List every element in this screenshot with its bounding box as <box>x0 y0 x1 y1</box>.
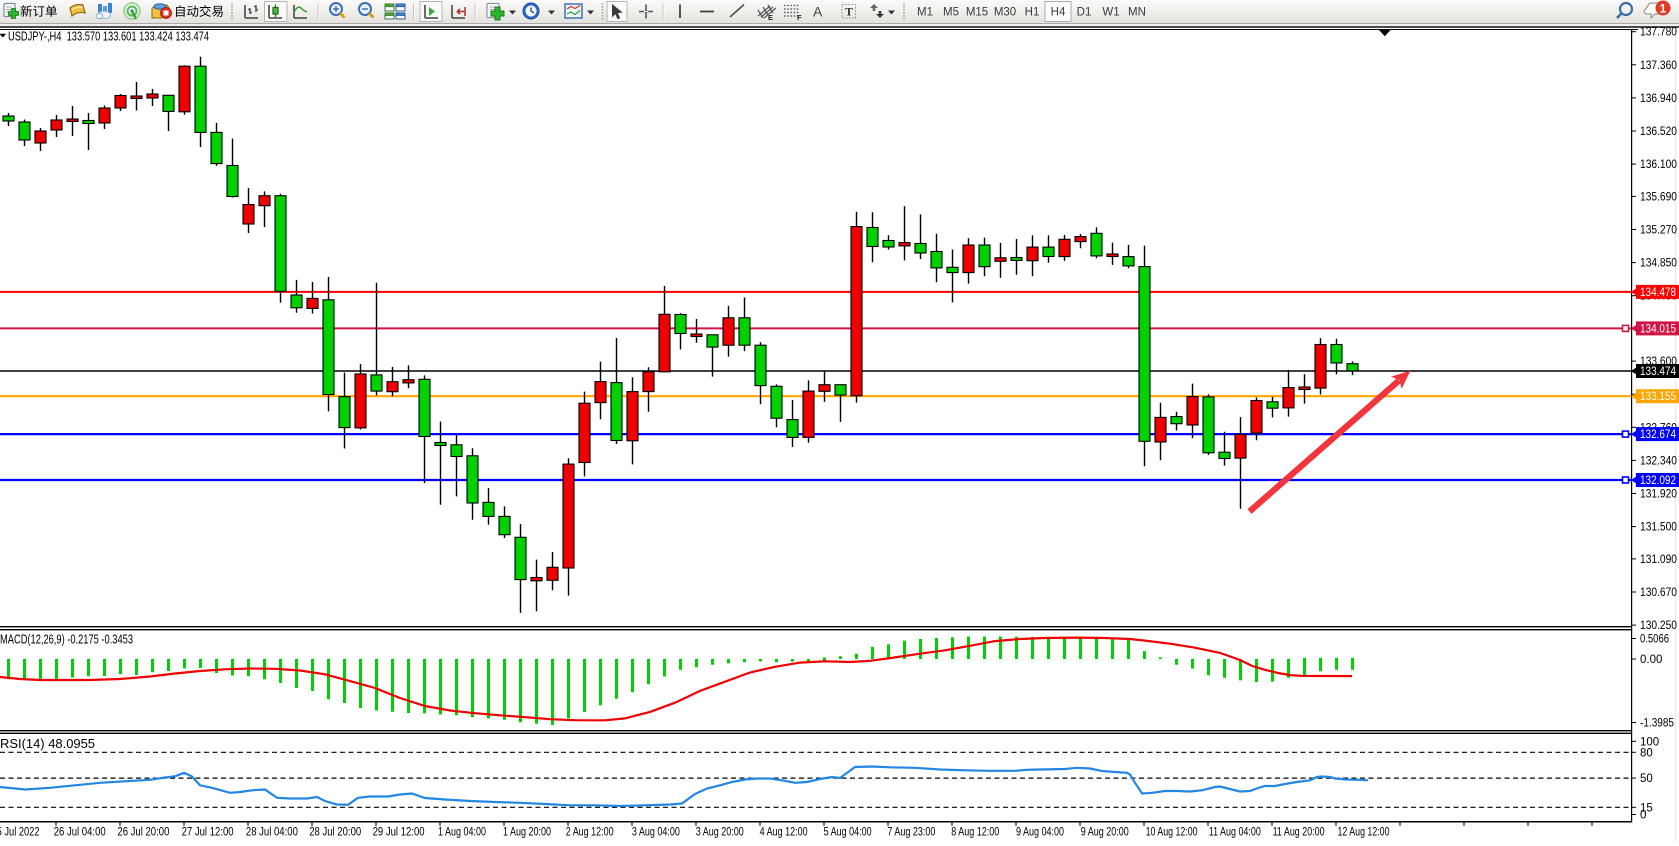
svg-text:0.5066: 0.5066 <box>1640 634 1669 646</box>
svg-text:15: 15 <box>1640 802 1653 814</box>
svg-text:132.674: 132.674 <box>1640 429 1677 441</box>
svg-text:80: 80 <box>1640 747 1653 759</box>
svg-text:26 Jul 20:00: 26 Jul 20:00 <box>117 827 169 839</box>
svg-text:136.520: 136.520 <box>1640 126 1677 138</box>
svg-text:MN: MN <box>1128 7 1146 19</box>
svg-text:134.850: 134.850 <box>1640 258 1677 270</box>
svg-text:131.920: 131.920 <box>1640 489 1677 501</box>
svg-text:8 Aug 12:00: 8 Aug 12:00 <box>951 827 999 839</box>
svg-text:137.780: 137.780 <box>1640 27 1677 39</box>
svg-text:100: 100 <box>1640 736 1659 748</box>
svg-text:E: E <box>768 13 773 22</box>
svg-text:134.478: 134.478 <box>1640 287 1676 299</box>
svg-text:2 Aug 12:00: 2 Aug 12:00 <box>566 827 614 839</box>
svg-text:11 Aug 04:00: 11 Aug 04:00 <box>1209 827 1261 839</box>
svg-text:28 Jul 20:00: 28 Jul 20:00 <box>309 827 361 839</box>
svg-text:11 Aug 20:00: 11 Aug 20:00 <box>1273 827 1325 839</box>
svg-text:T: T <box>845 5 853 19</box>
svg-text:25 Jul 2022: 25 Jul 2022 <box>0 827 40 839</box>
svg-text:H1: H1 <box>1025 7 1040 19</box>
svg-text:29 Jul 12:00: 29 Jul 12:00 <box>373 827 425 839</box>
svg-text:H4: H4 <box>1051 7 1066 19</box>
svg-text:M15: M15 <box>966 7 988 19</box>
svg-text:27 Jul 12:00: 27 Jul 12:00 <box>182 827 234 839</box>
svg-text:7 Aug 23:00: 7 Aug 23:00 <box>887 827 935 839</box>
svg-text:134.015: 134.015 <box>1640 323 1676 335</box>
svg-text:136.100: 136.100 <box>1640 159 1677 171</box>
svg-text:9 Aug 04:00: 9 Aug 04:00 <box>1016 827 1064 839</box>
svg-text:MACD(12,26,9) -0.2175 -0.3453: MACD(12,26,9) -0.2175 -0.3453 <box>0 633 133 647</box>
svg-text:50: 50 <box>1640 773 1653 785</box>
svg-text:12 Aug 12:00: 12 Aug 12:00 <box>1338 827 1390 839</box>
svg-text:1 Aug 20:00: 1 Aug 20:00 <box>503 827 551 839</box>
svg-text:-1.3985: -1.3985 <box>1640 718 1674 730</box>
svg-text:M30: M30 <box>994 7 1016 19</box>
svg-text:132.092: 132.092 <box>1640 475 1676 487</box>
svg-text:0: 0 <box>1640 810 1646 822</box>
svg-text:1 Aug 04:00: 1 Aug 04:00 <box>438 827 486 839</box>
svg-text:3 Aug 04:00: 3 Aug 04:00 <box>632 827 680 839</box>
svg-text:RSI(14) 48.0955: RSI(14) 48.0955 <box>0 737 95 751</box>
svg-text:131.500: 131.500 <box>1640 522 1677 534</box>
svg-text:130.250: 130.250 <box>1640 620 1677 632</box>
svg-text:W1: W1 <box>1102 7 1119 19</box>
svg-text:USDJPY-,H4 133.570 133.601 13: USDJPY-,H4 133.570 133.601 133.424 133.4… <box>8 29 209 44</box>
svg-text:28 Jul 04:00: 28 Jul 04:00 <box>246 827 298 839</box>
svg-text:1: 1 <box>1660 2 1667 16</box>
svg-text:133.155: 133.155 <box>1640 391 1676 403</box>
svg-text:130.670: 130.670 <box>1640 587 1677 599</box>
svg-text:3 Aug 20:00: 3 Aug 20:00 <box>696 827 744 839</box>
svg-text:9 Aug 20:00: 9 Aug 20:00 <box>1081 827 1129 839</box>
svg-text:D1: D1 <box>1077 7 1092 19</box>
svg-text:F: F <box>797 13 802 22</box>
svg-text:M5: M5 <box>943 7 959 19</box>
svg-text:133.474: 133.474 <box>1640 366 1677 378</box>
svg-text:135.270: 135.270 <box>1640 225 1677 237</box>
svg-text:0.00: 0.00 <box>1640 654 1662 666</box>
svg-text:10 Aug 12:00: 10 Aug 12:00 <box>1146 827 1198 839</box>
svg-text:4 Aug 12:00: 4 Aug 12:00 <box>760 827 808 839</box>
svg-text:5 Aug 04:00: 5 Aug 04:00 <box>824 827 872 839</box>
svg-text:135.690: 135.690 <box>1640 191 1677 203</box>
svg-text:A: A <box>813 4 823 20</box>
svg-text:M1: M1 <box>917 7 933 19</box>
svg-text:132.340: 132.340 <box>1640 455 1677 467</box>
svg-text:26 Jul 04:00: 26 Jul 04:00 <box>54 827 106 839</box>
svg-text:136.940: 136.940 <box>1640 93 1677 105</box>
svg-text:137.360: 137.360 <box>1640 60 1677 72</box>
svg-text:131.090: 131.090 <box>1640 554 1677 566</box>
